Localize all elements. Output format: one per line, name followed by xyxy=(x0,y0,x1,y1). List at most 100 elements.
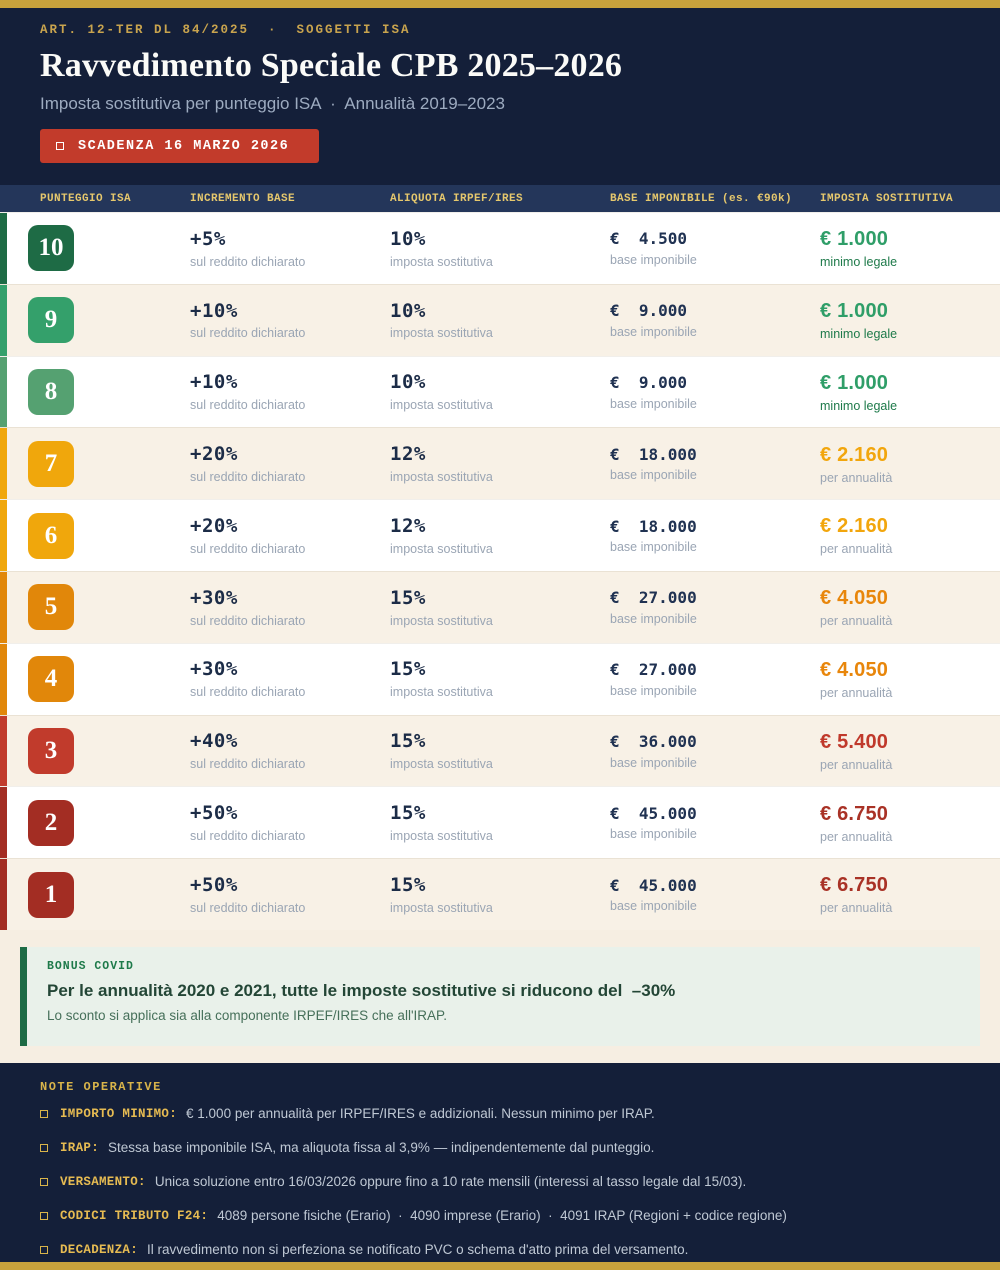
isa-score: 10 xyxy=(38,234,64,262)
taxable-base-value: € 36.000 xyxy=(610,731,697,751)
isa-score: 7 xyxy=(44,449,58,477)
isa-score: 4 xyxy=(44,665,58,693)
taxable-base-value: € 18.000 xyxy=(610,516,697,536)
substitute-tax-note: minimo legale xyxy=(820,255,898,270)
taxable-base-note: base imponibile xyxy=(610,827,697,842)
taxable-base-note: base imponibile xyxy=(610,611,697,626)
bonus-covid-title: Per le annualità 2020 e 2021, tutte le i… xyxy=(47,980,676,1000)
kicker: ART. 12-TER DL 84/2025 · SOGGETTI ISA xyxy=(40,23,411,37)
increment-note: sul reddito dichiarato xyxy=(190,613,306,628)
table-header-row: PUNTEGGIO ISA INCREMENTO BASE ALIQUOTA I… xyxy=(0,185,1000,212)
note-text: Unica soluzione entro 16/03/2026 oppure … xyxy=(154,1174,747,1190)
note-item: IMPORTO MINIMO: € 1.000 per annualità pe… xyxy=(40,1097,960,1131)
taxable-base-value: € 27.000 xyxy=(610,588,697,608)
bonus-covid-text: Lo sconto si applica sia alla componente… xyxy=(47,1007,448,1023)
substitute-tax-note: per annualità xyxy=(820,829,893,844)
note-label: CODICI TRIBUTO F24: xyxy=(60,1208,209,1223)
isa-score-badge: 4 xyxy=(28,656,74,703)
increment-value: +30% xyxy=(190,586,238,609)
rate-value: 12% xyxy=(390,514,426,537)
square-bullet-icon xyxy=(40,1143,48,1152)
substitute-tax-value: € 4.050 xyxy=(820,658,889,681)
notes-heading: NOTE OPERATIVE xyxy=(40,1079,162,1094)
rate-note: imposta sostitutiva xyxy=(390,326,493,341)
table-row: 5 +30% sul reddito dichiarato 15% impost… xyxy=(0,570,1000,643)
taxable-base-note: base imponibile xyxy=(610,324,697,339)
substitute-tax-note: per annualità xyxy=(820,542,893,557)
rate-value: 15% xyxy=(390,730,426,753)
substitute-tax-value: € 1.000 xyxy=(820,228,889,251)
score-color-strip xyxy=(0,213,7,284)
note-item: VERSAMENTO: Unica soluzione entro 16/03/… xyxy=(40,1165,960,1199)
taxable-base-note: base imponibile xyxy=(610,755,697,770)
substitute-tax-value: € 1.000 xyxy=(820,299,889,322)
note-item: IRAP: Stessa base imponibile ISA, ma ali… xyxy=(40,1131,960,1165)
isa-score-badge: 8 xyxy=(28,368,74,415)
increment-value: +10% xyxy=(190,371,238,394)
substitute-tax-value: € 6.750 xyxy=(820,874,889,897)
rate-note: imposta sostitutiva xyxy=(390,613,493,628)
rate-value: 15% xyxy=(390,802,426,825)
top-gold-bar xyxy=(0,0,1000,8)
deadline-badge: SCADENZA 16 MARZO 2026 xyxy=(40,129,320,163)
substitute-tax-note: per annualità xyxy=(820,614,893,629)
increment-value: +40% xyxy=(190,730,238,753)
bonus-covid-callout: BONUS COVID Per le annualità 2020 e 2021… xyxy=(20,946,980,1046)
hero-header: ART. 12-TER DL 84/2025 · SOGGETTI ISA Ra… xyxy=(0,8,1000,185)
isa-score-badge: 5 xyxy=(28,584,74,631)
substitute-tax-note: per annualità xyxy=(820,901,893,916)
substitute-tax-value: € 1.000 xyxy=(820,371,889,394)
rate-note: imposta sostitutiva xyxy=(390,541,493,556)
rate-note: imposta sostitutiva xyxy=(390,254,493,269)
isa-score-badge: 3 xyxy=(28,727,74,774)
note-item: CODICI TRIBUTO F24: 4089 persone fisiche… xyxy=(40,1199,960,1233)
rate-value: 15% xyxy=(390,586,426,609)
increment-value: +50% xyxy=(190,802,238,825)
substitute-tax-value: € 5.400 xyxy=(820,730,889,753)
substitute-tax-value: € 2.160 xyxy=(820,515,889,538)
taxable-base-value: € 9.000 xyxy=(610,301,688,321)
table-row: 1 +50% sul reddito dichiarato 15% impost… xyxy=(0,858,1000,930)
substitute-tax-value: € 2.160 xyxy=(820,443,889,466)
deadline-label: SCADENZA 16 MARZO 2026 xyxy=(78,138,290,154)
rate-note: imposta sostitutiva xyxy=(390,685,493,700)
square-bullet-icon xyxy=(40,1211,48,1220)
rate-value: 15% xyxy=(390,873,426,896)
operative-notes-footer: NOTE OPERATIVE IMPORTO MINIMO: € 1.000 p… xyxy=(0,1062,1000,1262)
isa-score: 6 xyxy=(44,521,58,549)
rate-value: 15% xyxy=(390,658,426,681)
rate-note: imposta sostitutiva xyxy=(390,757,493,772)
increment-note: sul reddito dichiarato xyxy=(190,541,306,556)
table-row: 7 +20% sul reddito dichiarato 12% impost… xyxy=(0,427,1000,500)
table-row: 3 +40% sul reddito dichiarato 15% impost… xyxy=(0,714,1000,787)
note-label: DECADENZA: xyxy=(60,1242,139,1257)
isa-score: 9 xyxy=(44,306,58,334)
note-text: Il ravvedimento non si perfeziona se not… xyxy=(147,1242,689,1258)
score-color-strip xyxy=(0,571,7,643)
isa-score-badge: 6 xyxy=(28,512,74,559)
rate-note: imposta sostitutiva xyxy=(390,828,493,843)
note-label: IRAP: xyxy=(60,1140,100,1155)
rate-value: 10% xyxy=(390,227,426,250)
increment-value: +30% xyxy=(190,658,238,681)
score-color-strip xyxy=(0,787,7,859)
increment-note: sul reddito dichiarato xyxy=(190,326,306,341)
isa-score-badge: 7 xyxy=(28,440,74,487)
increment-note: sul reddito dichiarato xyxy=(190,254,306,269)
score-color-strip xyxy=(0,643,7,715)
table-row: 6 +20% sul reddito dichiarato 12% impost… xyxy=(0,499,1000,571)
score-color-strip xyxy=(0,356,7,428)
rate-note: imposta sostitutiva xyxy=(390,469,493,484)
taxable-base-note: base imponibile xyxy=(610,252,697,267)
increment-note: sul reddito dichiarato xyxy=(190,685,306,700)
taxable-base-value: € 4.500 xyxy=(610,229,688,249)
substitute-tax-note: minimo legale xyxy=(820,326,898,341)
taxable-base-note: base imponibile xyxy=(610,899,697,914)
square-bullet-icon xyxy=(40,1109,48,1118)
taxable-base-note: base imponibile xyxy=(610,683,697,698)
square-bullet-icon xyxy=(40,1177,48,1186)
increment-note: sul reddito dichiarato xyxy=(190,757,306,772)
bottom-gold-bar xyxy=(0,1261,1000,1270)
note-text: Stessa base imponibile ISA, ma aliquota … xyxy=(108,1140,655,1156)
